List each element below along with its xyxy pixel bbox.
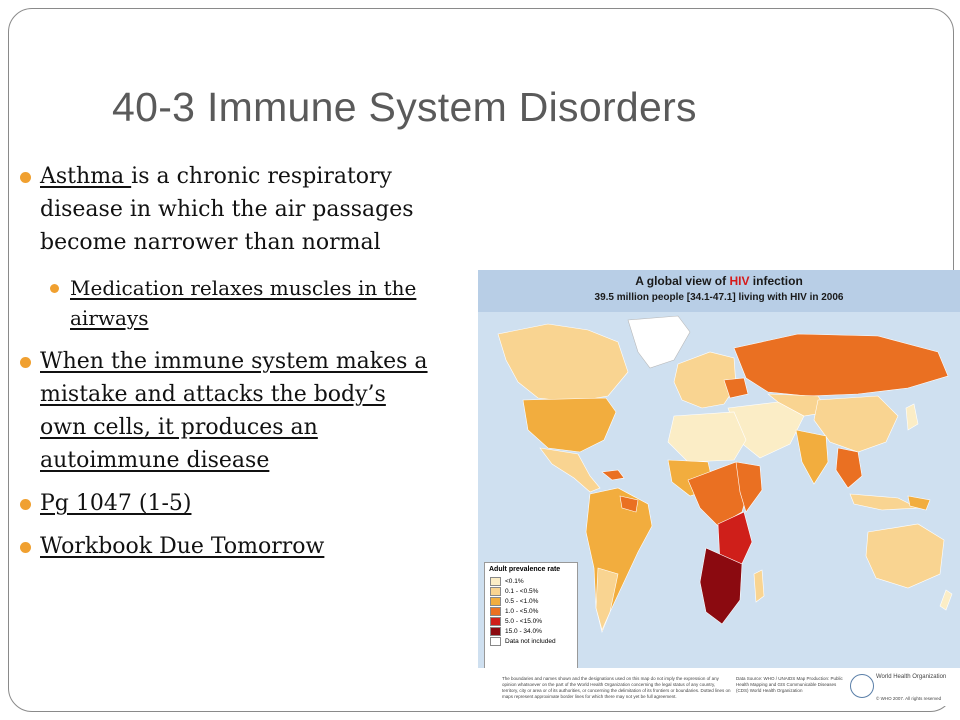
- bullet-dot: [20, 172, 31, 183]
- bullet-workbook: Workbook Due Tomorrow: [18, 530, 438, 563]
- map-ocean: Adult prevalence rate <0.1% 0.1 - <0.5% …: [478, 312, 960, 688]
- map-copyright: © WHO 2007. All rights reserved: [876, 696, 942, 701]
- region-greenland: [627, 315, 691, 369]
- region-indonesia: [849, 493, 920, 511]
- legend-row: 1.0 - <5.0%: [485, 606, 577, 616]
- region-madagascar: [753, 569, 765, 603]
- asthma-definition: is a chronic respiratory disease in whic…: [40, 164, 414, 255]
- map-data-source: Data Source: WHO / UNAIDS Map Production…: [736, 676, 843, 693]
- who-org-name: World Health Organization: [876, 674, 947, 680]
- legend-label: 0.1 - <0.5%: [505, 587, 539, 595]
- region-mexico: [539, 447, 601, 493]
- region-europe: [673, 351, 737, 409]
- bullet-list: Asthma is a chronic respiratory disease …: [18, 160, 438, 563]
- legend-label: 5.0 - <15.0%: [505, 617, 543, 625]
- region-southeast-asia: [835, 447, 863, 489]
- bullet-asthma: Asthma is a chronic respiratory disease …: [18, 160, 438, 259]
- legend-row: 15.0 - 34.0%: [485, 626, 577, 636]
- legend-row: Data not included: [485, 636, 577, 646]
- region-australia: [865, 523, 945, 589]
- map-title-suffix: infection: [749, 274, 803, 288]
- legend-row: 5.0 - <15.0%: [485, 616, 577, 626]
- who-logo-icon: [850, 674, 874, 698]
- region-southern-africa: [699, 547, 743, 625]
- region-guyana: [619, 495, 639, 513]
- region-usa: [522, 397, 617, 453]
- legend-swatch: [490, 576, 501, 586]
- workbook-text: Workbook Due Tomorrow: [40, 534, 325, 559]
- legend-swatch: [490, 596, 501, 606]
- legend-swatch: [490, 636, 501, 646]
- legend-label: <0.1%: [505, 577, 524, 585]
- map-disclaimer: The boundaries and names shown and the d…: [502, 676, 731, 699]
- map-footer: The boundaries and names shown and the d…: [478, 668, 960, 706]
- map-header: A global view of HIV infection 39.5 mill…: [478, 270, 960, 312]
- autoimmune-text: When the immune system makes a mistake a…: [40, 349, 428, 473]
- region-caribbean: [601, 469, 625, 481]
- legend-label: 1.0 - <5.0%: [505, 607, 539, 615]
- slide-title: 40-3 Immune System Disorders: [112, 84, 697, 130]
- asthma-term: Asthma: [40, 164, 132, 189]
- legend-swatch: [490, 616, 501, 626]
- bullet-dot: [20, 542, 31, 553]
- sub-bullet-dot: [50, 284, 59, 293]
- region-china: [813, 395, 899, 453]
- map-subtitle: 39.5 million people [34.1-47.1] living w…: [594, 292, 844, 303]
- region-canada: [497, 323, 629, 403]
- region-south-america: [585, 487, 653, 633]
- hiv-world-map: A global view of HIV infection 39.5 mill…: [478, 270, 960, 706]
- legend-label: 15.0 - 34.0%: [505, 627, 542, 635]
- region-southern-cone: [595, 567, 619, 631]
- legend-swatch: [490, 626, 501, 636]
- bullet-page-assignment: Pg 1047 (1-5): [18, 487, 438, 520]
- region-east-africa: [735, 461, 763, 513]
- bullet-dot: [20, 357, 31, 368]
- map-title-prefix: A global view of: [635, 274, 730, 288]
- bullet-dot: [20, 499, 31, 510]
- region-ukraine: [723, 377, 749, 399]
- region-north-africa: [667, 411, 747, 463]
- legend-title: Adult prevalence rate: [489, 566, 561, 573]
- map-legend: Adult prevalence rate <0.1% 0.1 - <0.5% …: [484, 562, 578, 688]
- region-japan: [905, 403, 919, 431]
- bullet-medication: Medication relaxes muscles in the airway…: [50, 273, 438, 333]
- legend-label: Data not included: [505, 637, 556, 645]
- region-india: [795, 429, 829, 485]
- legend-label: 0.5 - <1.0%: [505, 597, 539, 605]
- map-title-highlight: HIV: [729, 274, 750, 288]
- page-assignment-text: Pg 1047 (1-5): [40, 491, 192, 516]
- region-papua: [907, 495, 931, 511]
- world-map-graphic: [497, 315, 953, 633]
- legend-row: <0.1%: [485, 576, 577, 586]
- region-russia: [733, 333, 949, 397]
- medication-text: Medication relaxes muscles in the airway…: [70, 276, 417, 330]
- map-title: A global view of HIV infection: [478, 274, 960, 288]
- legend-row: 0.5 - <1.0%: [485, 596, 577, 606]
- bullet-autoimmune: When the immune system makes a mistake a…: [18, 345, 438, 477]
- legend-row: 0.1 - <0.5%: [485, 586, 577, 596]
- legend-swatch: [490, 606, 501, 616]
- region-new-zealand: [939, 589, 953, 611]
- legend-swatch: [490, 586, 501, 596]
